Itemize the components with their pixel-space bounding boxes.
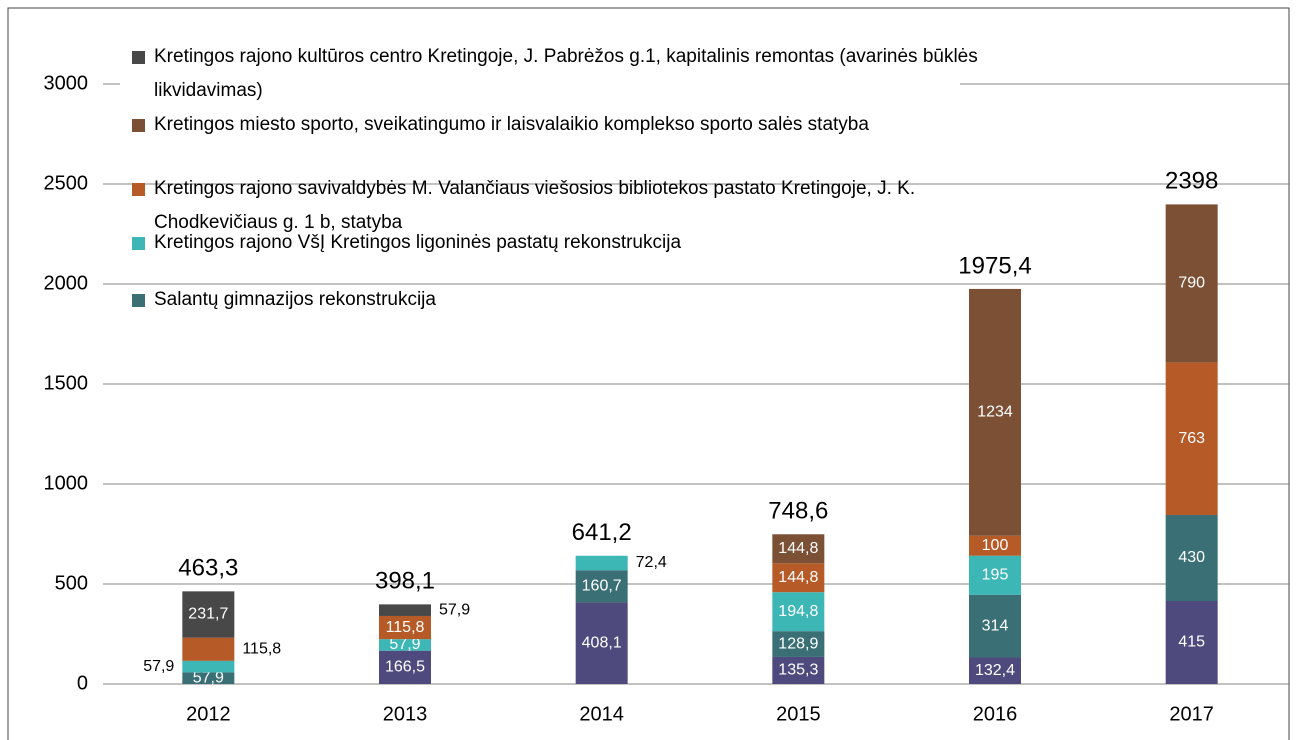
bar-segment: [575, 555, 628, 571]
bar-segment: [575, 602, 628, 684]
legend-swatch: [132, 237, 145, 250]
legend-swatch: [132, 51, 145, 64]
bar-segment: [182, 591, 235, 638]
bar-segment: [1165, 362, 1218, 515]
bar-segment: [1165, 204, 1218, 363]
bar-segment: [182, 660, 235, 673]
bar-segment: [772, 656, 825, 684]
data-label: 415: [1178, 634, 1205, 651]
total-label: 398,1: [375, 568, 435, 595]
x-tick-label: 2014: [579, 703, 624, 725]
bar-segment: [969, 288, 1021, 536]
data-label: 314: [982, 617, 1009, 634]
y-tick-label: 2000: [44, 272, 89, 294]
x-tick-label: 2016: [973, 703, 1018, 725]
bar-segment: [969, 594, 1021, 658]
data-label: 231,7: [188, 606, 228, 623]
legend-entry: Kretingos rajono VšĮ Kretingos ligoninės…: [132, 226, 984, 260]
total-label: 2398: [1165, 168, 1218, 195]
x-tick-label: 2015: [776, 703, 821, 725]
bar-segment: [379, 650, 431, 684]
bar-segment: [182, 672, 235, 684]
legend-label: Kretingos rajono VšĮ Kretingos ligoninės…: [154, 232, 682, 253]
data-label: 430: [1178, 549, 1205, 566]
data-label: 194,8: [778, 603, 818, 620]
data-label: 57,9: [389, 636, 420, 653]
bar-segment: [772, 592, 825, 632]
bar-segment: [379, 615, 431, 640]
data-label: 763: [1178, 430, 1205, 447]
bar-segment: [772, 563, 825, 593]
y-tick-label: 2500: [44, 172, 89, 194]
y-tick-label: 500: [55, 572, 88, 594]
data-label: 408,1: [582, 634, 622, 651]
x-tick-label: 2013: [383, 703, 428, 725]
data-label: 132,4: [975, 662, 1015, 679]
legend-label: Salantų gimnazijos rekonstrukcija: [154, 289, 436, 310]
bar-segment: [772, 631, 825, 657]
y-tick-label: 0: [77, 672, 88, 694]
total-label: 641,2: [572, 519, 632, 546]
bar-segment: [379, 639, 431, 651]
data-label: 115,8: [386, 619, 425, 636]
x-tick-label: 2012: [186, 703, 231, 725]
legend-label: Kretingos rajono savivaldybės M. Valanči…: [154, 178, 916, 233]
data-label: 72,4: [636, 554, 667, 571]
data-label: 790: [1178, 275, 1205, 292]
bar-segment: [969, 535, 1021, 556]
data-label: 57,9: [439, 601, 470, 618]
data-label: 115,8: [242, 640, 281, 657]
legend-entry: Kretingos rajono kultūros centro Kreting…: [132, 40, 984, 108]
bar-segment: [969, 657, 1021, 684]
y-tick-label: 1500: [44, 372, 89, 394]
bar-segment: [1165, 515, 1218, 601]
total-label: 748,6: [768, 498, 828, 525]
data-label: 135,3: [778, 662, 818, 679]
data-label: 57,9: [193, 669, 224, 686]
legend: Salantų gimnazijos rekonstrukcija Kreting…: [120, 40, 978, 310]
bar-segment: [969, 555, 1021, 595]
legend-label: Kretingos miesto sporto, sveikatingumo i…: [154, 114, 869, 135]
y-tick-label: 3000: [44, 72, 89, 94]
legend-swatch: [132, 294, 145, 307]
total-label: 1975,4: [958, 252, 1031, 279]
data-label: 195: [982, 566, 1009, 583]
bar-segment: [1165, 601, 1218, 684]
data-label: 57,9: [143, 658, 174, 675]
total-label: 463,3: [178, 555, 238, 582]
bar-segment: [182, 637, 235, 661]
data-label: 166,5: [385, 659, 425, 676]
bar-segment: [379, 604, 431, 616]
x-tick-label: 2017: [1169, 703, 1214, 725]
legend-swatch: [132, 183, 145, 196]
data-label: 1234: [977, 404, 1013, 421]
data-label: 160,7: [582, 578, 622, 595]
legend-entry: Kretingos rajono savivaldybės M. Valanči…: [132, 172, 984, 240]
legend-entry: Kretingos miesto sporto, sveikatingumo i…: [132, 108, 984, 142]
data-label: 144,8: [778, 540, 818, 557]
legend-swatch: [132, 119, 145, 132]
bar-segment: [575, 570, 628, 603]
bar-segment: [772, 534, 825, 564]
data-label: 144,8: [778, 569, 818, 586]
legend-label: Kretingos rajono kultūros centro Kreting…: [154, 46, 978, 101]
data-label: 128,9: [778, 635, 818, 652]
legend-entry: Salantų gimnazijos rekonstrukcija: [132, 283, 984, 317]
frame: [7, 7, 1290, 740]
y-tick-label: 1000: [44, 472, 89, 494]
data-label: 100: [982, 537, 1009, 554]
